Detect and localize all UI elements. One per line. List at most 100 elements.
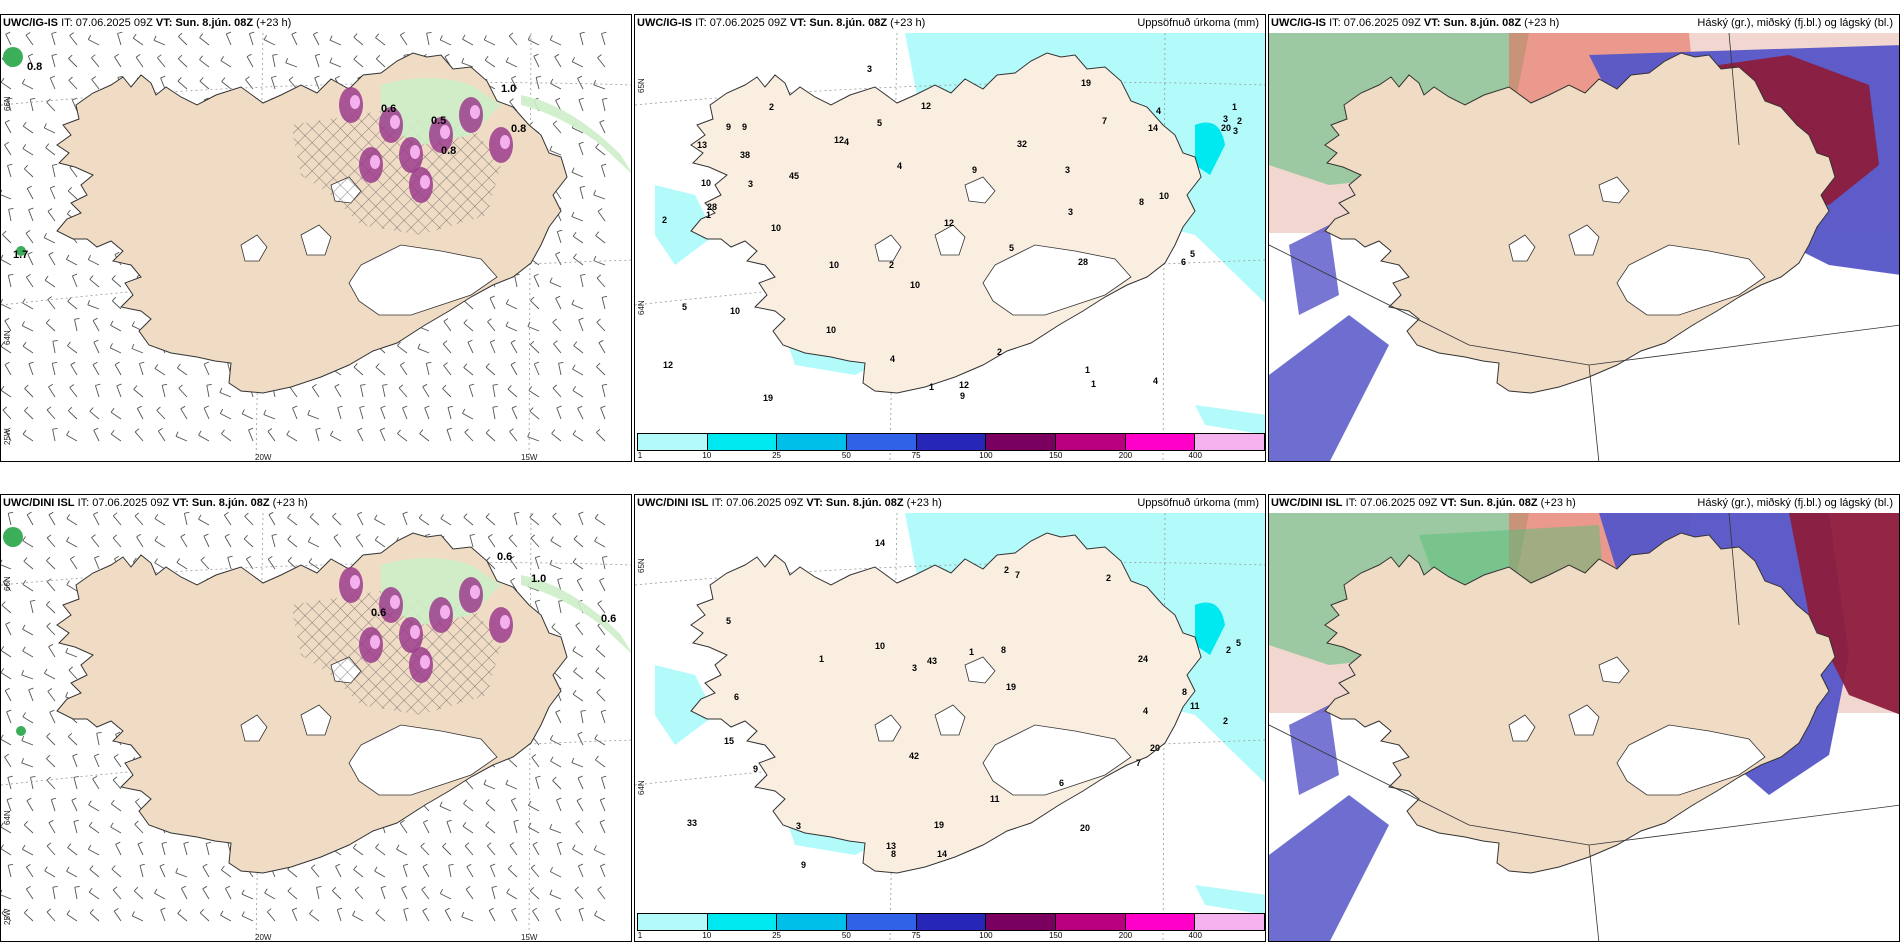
wind-barb-flag	[549, 145, 553, 151]
wind-barb-flag	[557, 841, 563, 845]
wind-barb	[487, 321, 496, 332]
wind-barb	[329, 39, 342, 46]
wind-barb	[22, 302, 34, 310]
glacier-3	[964, 176, 996, 204]
glacier-0	[1616, 244, 1766, 316]
wind-barb-flag	[115, 841, 121, 845]
wind-barb	[463, 300, 474, 310]
wind-barb-flag	[241, 889, 245, 895]
wind-barb-flag	[220, 865, 225, 871]
wind-barb	[375, 58, 386, 68]
colorbar-tick: 100	[979, 931, 993, 940]
wind-barb-flag	[551, 623, 556, 628]
wind-barb-flag	[396, 844, 400, 850]
wind-barb-flag	[224, 533, 230, 537]
lat-label-text: 64N	[637, 300, 646, 315]
wind-barb-flag	[203, 97, 209, 101]
wind-barb	[44, 870, 56, 878]
wind-barb-flag	[535, 555, 541, 559]
wind-barb-flag	[557, 229, 563, 233]
wind-barb	[136, 408, 144, 420]
precip-value: 8	[891, 849, 897, 859]
wind-barb	[599, 865, 606, 878]
wind-barb-flag	[442, 340, 448, 345]
wind-barb	[177, 913, 188, 922]
wind-barb	[1, 259, 12, 266]
wind-barb-flag	[529, 407, 534, 412]
wind-barb	[202, 866, 210, 878]
model-name: UWC/DINI ISL	[1271, 497, 1343, 509]
wind-barb-flag	[21, 670, 25, 676]
wind-barb-flag	[91, 76, 97, 80]
wind-barb-flag	[531, 754, 537, 758]
wind-barb-flag	[594, 734, 598, 740]
wind-barb	[157, 57, 166, 68]
wind-barb	[48, 514, 56, 526]
panel-precip-bottom: UWC/DINI ISL IT: 07.06.2025 09Z VT: Sun.…	[634, 494, 1266, 942]
wind-barb-flag	[1, 889, 3, 894]
wind-barb	[112, 889, 122, 900]
wind-barb-flag	[68, 76, 73, 81]
wind-barb-flag	[443, 362, 448, 366]
wind-barb-flag	[573, 535, 578, 540]
wind-precip-value: 0.6	[381, 103, 397, 115]
wind-barb-flag	[374, 514, 378, 520]
wind-barb	[96, 733, 100, 746]
wind-barb-flag	[8, 863, 14, 866]
wind-barb-flag	[28, 53, 34, 57]
wind-barb	[132, 37, 144, 46]
wind-barb	[2, 234, 12, 244]
wind-barb-flag	[241, 911, 245, 917]
colorbar-segment	[638, 914, 708, 930]
wind-barb-flag	[47, 208, 53, 212]
wind-barb	[507, 758, 518, 768]
wind-barb-flag	[530, 534, 536, 539]
precip-cell-core	[390, 115, 400, 129]
wind-barb-flag	[199, 33, 204, 38]
wind-barb-flag	[534, 361, 540, 365]
wind-barb-flag	[426, 361, 432, 364]
wind-barb-flag	[572, 231, 577, 237]
wind-barb	[464, 845, 474, 856]
iceland-landmass	[690, 52, 1202, 394]
wind-barb	[375, 37, 386, 46]
wind-barb-flag	[549, 824, 553, 829]
lead-time: (+23 h)	[1524, 17, 1560, 29]
wind-barb-flag	[22, 536, 26, 541]
wind-barb-flag	[113, 908, 119, 912]
wind-barb	[112, 779, 122, 790]
panel-description: Uppsöfnuð úrkoma (mm)	[1137, 17, 1259, 29]
wind-barb	[74, 319, 78, 332]
wind-barb	[29, 99, 34, 112]
grid-lines	[1269, 32, 1899, 461]
wind-barb-flag	[176, 558, 181, 563]
lat-label-66n: 66N	[3, 96, 12, 111]
wind-barb	[550, 739, 562, 746]
wind-barb	[88, 259, 100, 266]
wind-barb-flag	[353, 363, 358, 368]
wind-barb-flag	[176, 363, 181, 369]
wind-barb	[1, 912, 12, 922]
wind-barb-flag	[492, 405, 498, 408]
wind-barb	[422, 386, 430, 398]
wind-barb-flag	[484, 55, 489, 61]
wind-barb-flag	[465, 886, 471, 890]
wind-barb	[93, 514, 100, 526]
wind-barb-flag	[485, 429, 490, 434]
wind-barb-flag	[246, 556, 251, 560]
wind-barb-flag	[309, 513, 314, 518]
wind-barb	[71, 800, 78, 812]
wind-barb-flag	[69, 384, 75, 388]
wind-barb-flag	[21, 321, 25, 326]
wind-barb	[292, 407, 298, 420]
wind-barb-flag	[30, 599, 36, 602]
wind-barb-flag	[535, 75, 542, 78]
wind-barb	[534, 601, 540, 614]
wind-barb	[46, 101, 56, 112]
wind-barb	[397, 433, 408, 442]
wind-barb	[443, 321, 452, 332]
wind-barb	[532, 844, 540, 856]
wind-barb-flag	[67, 297, 72, 302]
wind-barb	[442, 388, 452, 398]
precip-cell-green	[3, 527, 23, 547]
